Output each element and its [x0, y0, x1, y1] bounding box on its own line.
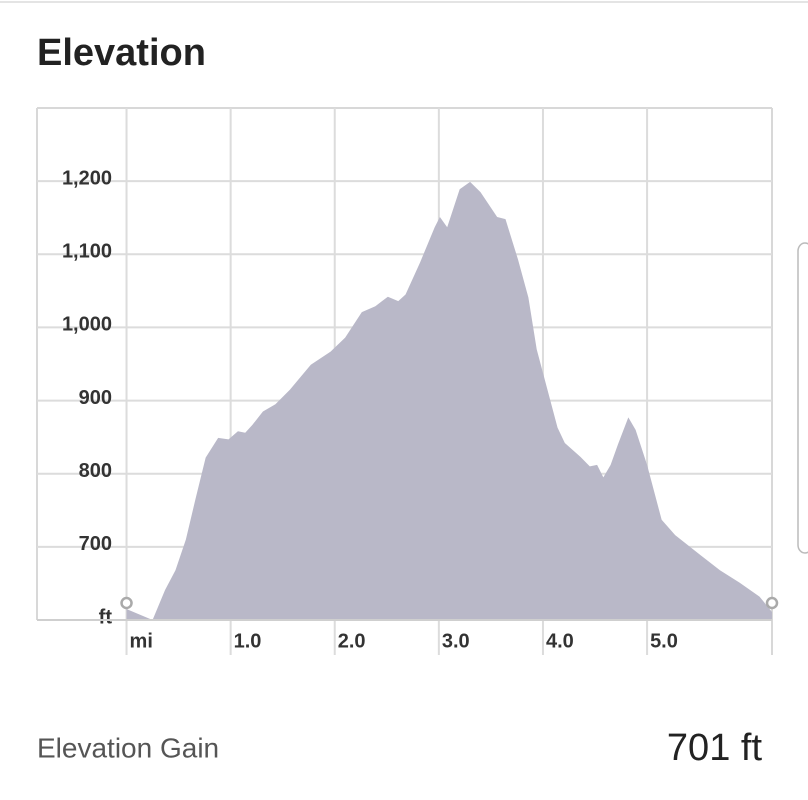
side-card: [797, 242, 808, 554]
y-tick-label: 700: [79, 533, 112, 555]
y-tick-label: 1,200: [62, 167, 112, 189]
y-tick-label: 1,000: [62, 314, 112, 336]
x-tick-label: 4.0: [546, 630, 574, 652]
x-tick-label: 3.0: [442, 630, 470, 652]
chart-title: Elevation: [37, 32, 206, 74]
range-handle: [765, 596, 779, 610]
summary-label: Elevation Gain: [37, 732, 219, 763]
x-tick-label: 5.0: [650, 630, 678, 652]
summary-value: 701 ft: [667, 727, 763, 769]
elevation-area: [126, 181, 772, 621]
range-handle: [120, 596, 133, 610]
y-tick-label: 1,100: [62, 241, 112, 263]
plot: ft 700 800 900 1,000 1,100 1,200 mi 1.0 2.0 3.0 4.0…: [36, 107, 779, 655]
x-tick-label: 1.0: [234, 630, 262, 652]
y-tick-label: 900: [79, 387, 112, 409]
x-tick-label: 2.0: [338, 630, 366, 652]
x-tick-label: mi: [130, 630, 153, 652]
y-tick-label: 800: [79, 460, 112, 482]
y-tick-label: ft: [99, 606, 113, 628]
